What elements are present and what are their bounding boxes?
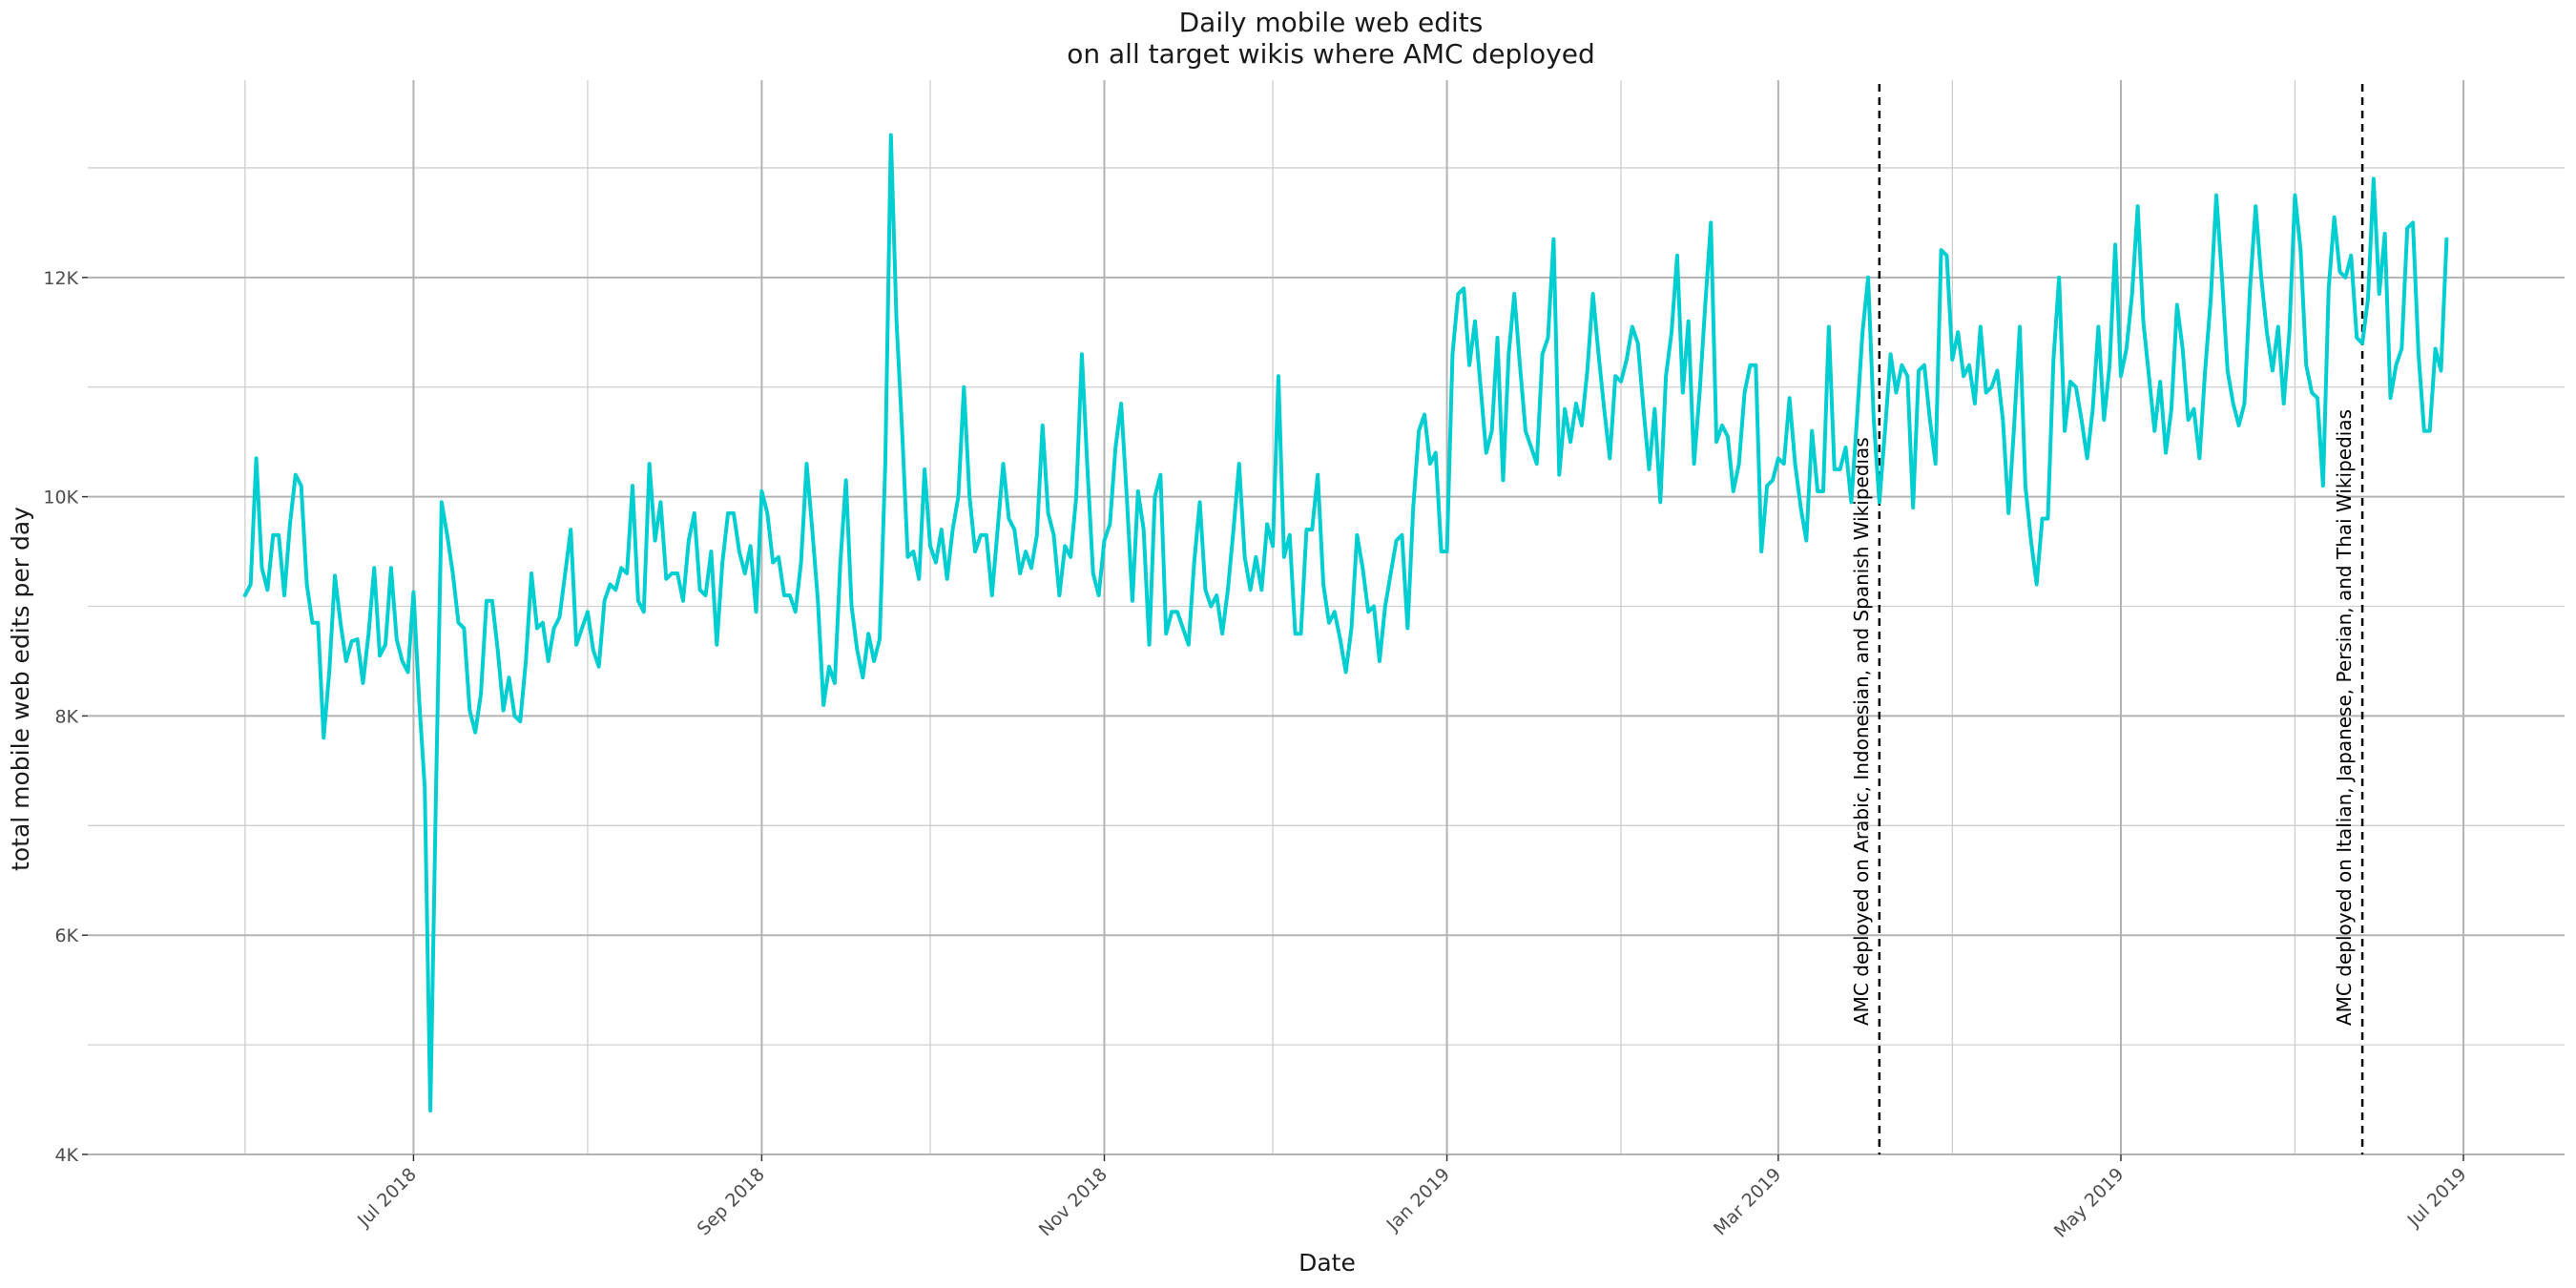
x-tick-label: Nov 2018 bbox=[1035, 1164, 1111, 1240]
y-tick-label: 4K bbox=[54, 1145, 78, 1166]
annotations: AMC deployed on Arabic, Indonesian, and … bbox=[1850, 84, 2364, 1154]
chart-title: Daily mobile web edits bbox=[1179, 7, 1484, 38]
x-tick-label: Mar 2019 bbox=[1710, 1164, 1785, 1239]
annotation-label: AMC deployed on Italian, Japanese, Persi… bbox=[2333, 409, 2356, 1026]
y-axis-ticks: 4K 6K 8K 10K 12K bbox=[43, 268, 88, 1166]
y-tick-label: 6K bbox=[54, 925, 78, 946]
x-tick-label: Jul 2019 bbox=[2403, 1164, 2471, 1232]
x-axis-title: Date bbox=[1298, 1249, 1356, 1277]
annotation-label: AMC deployed on Arabic, Indonesian, and … bbox=[1850, 437, 1873, 1026]
y-tick-label: 10K bbox=[43, 488, 78, 509]
x-tick-label: May 2019 bbox=[2050, 1164, 2129, 1242]
x-axis-ticks: Jul 2018 Sep 2018 Nov 2018 Jan 2019 Mar 2019… bbox=[353, 1154, 2471, 1242]
x-tick-label: Jul 2018 bbox=[353, 1164, 421, 1232]
series-line bbox=[242, 133, 2449, 1113]
series-layer bbox=[242, 133, 2449, 1113]
x-tick-label: Jan 2019 bbox=[1382, 1164, 1454, 1236]
chart-subtitle: on all target wikis where AMC deployed bbox=[1067, 38, 1595, 70]
y-axis-title: total mobile web edits per day bbox=[7, 507, 34, 871]
x-tick-label: Sep 2018 bbox=[694, 1164, 769, 1239]
y-tick-label: 12K bbox=[43, 268, 78, 289]
minor-gridlines bbox=[88, 80, 2565, 1154]
y-tick-label: 8K bbox=[54, 706, 78, 727]
